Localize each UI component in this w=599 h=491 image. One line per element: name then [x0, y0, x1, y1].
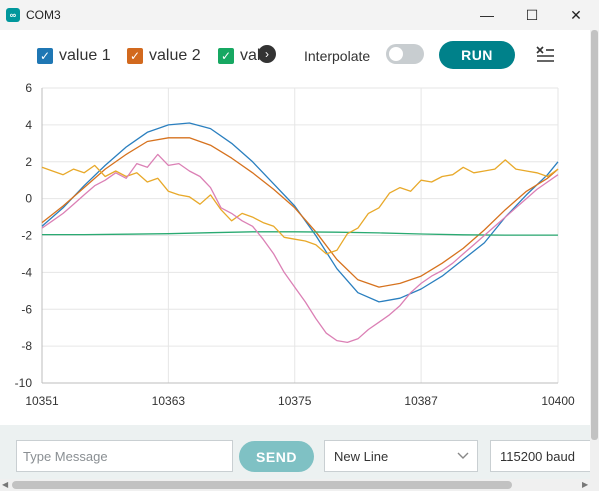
legend-overflow-clip: ✓ value 3 [218, 44, 262, 68]
series-line-1 [41, 122, 559, 303]
scroll-right-icon[interactable]: ▶ [582, 480, 589, 489]
y-tick-label: 2 [25, 155, 32, 169]
series-line-2 [41, 137, 559, 288]
checkbox-value-2[interactable]: ✓ [127, 48, 143, 64]
maximize-button[interactable]: ☐ [525, 6, 539, 23]
legend-label: value 2 [149, 47, 201, 64]
line-ending-select[interactable]: New Line [324, 440, 478, 472]
legend-item-value-3[interactable]: ✓ value 3 [218, 46, 262, 66]
legend-label: value 3 [240, 47, 262, 64]
minimize-button[interactable]: — [480, 7, 494, 23]
y-tick-label: 4 [25, 118, 32, 132]
y-tick-label: -8 [21, 339, 32, 353]
baud-rate-value: 115200 baud [500, 448, 575, 464]
title-bar: ∞ COM3 — ☐ ✕ [0, 0, 599, 30]
chart-axes [41, 88, 558, 384]
x-tick-label: 10375 [278, 394, 312, 408]
y-tick-label: 6 [25, 81, 32, 95]
plotter-toolbar: ✓ value 1 ✓ value 2 ✓ value 3 › Interpol… [0, 30, 590, 80]
x-tick-label: 10387 [404, 394, 438, 408]
chevron-down-icon [457, 452, 469, 459]
horizontal-scrollbar-thumb[interactable] [12, 481, 512, 489]
message-bar: SEND New Line 115200 baud [0, 425, 590, 479]
scroll-left-icon[interactable]: ◀ [2, 480, 9, 489]
arduino-logo-icon: ∞ [6, 8, 20, 22]
checkbox-value-1[interactable]: ✓ [37, 48, 53, 64]
run-button[interactable]: RUN [439, 41, 515, 69]
close-button[interactable]: ✕ [570, 6, 582, 23]
legend-item-value-1[interactable]: ✓ value 1 [37, 46, 111, 66]
clear-list-icon[interactable] [534, 43, 556, 65]
serial-plot-chart: 6 4 2 0 -2 -4 -6 -8 -10 10351 10363 10375 10387 1040… [15, 81, 575, 408]
y-tick-label: -2 [21, 229, 32, 243]
checkbox-value-3[interactable]: ✓ [218, 48, 234, 64]
interpolate-toggle[interactable] [386, 44, 424, 64]
series-line-3 [42, 231, 558, 236]
series-line-5 [41, 153, 559, 344]
vertical-scrollbar-thumb[interactable] [591, 30, 598, 440]
baud-rate-select[interactable]: 115200 baud [490, 440, 590, 472]
x-tick-label: 10400 [541, 394, 575, 408]
y-tick-label: 0 [25, 192, 32, 206]
toggle-knob [389, 47, 403, 61]
legend-item-value-2[interactable]: ✓ value 2 [127, 46, 201, 66]
x-tick-labels: 10351 10363 10375 10387 10400 [25, 394, 575, 408]
y-tick-labels: 6 4 2 0 -2 -4 -6 -8 -10 [15, 81, 33, 390]
y-tick-label: -4 [21, 265, 32, 279]
interpolate-label: Interpolate [304, 48, 371, 64]
send-button[interactable]: SEND [239, 441, 314, 472]
series-line-4 [41, 159, 559, 255]
line-ending-value: New Line [334, 448, 389, 464]
legend-scroll-right-icon[interactable]: › [258, 45, 276, 63]
x-tick-label: 10363 [152, 394, 186, 408]
window-title: COM3 [26, 8, 61, 22]
legend-label: value 1 [59, 47, 111, 64]
chart-series [41, 122, 559, 344]
y-tick-label: -6 [21, 302, 32, 316]
x-tick-label: 10351 [25, 394, 59, 408]
y-tick-label: -10 [15, 376, 33, 390]
message-input[interactable] [16, 440, 233, 472]
